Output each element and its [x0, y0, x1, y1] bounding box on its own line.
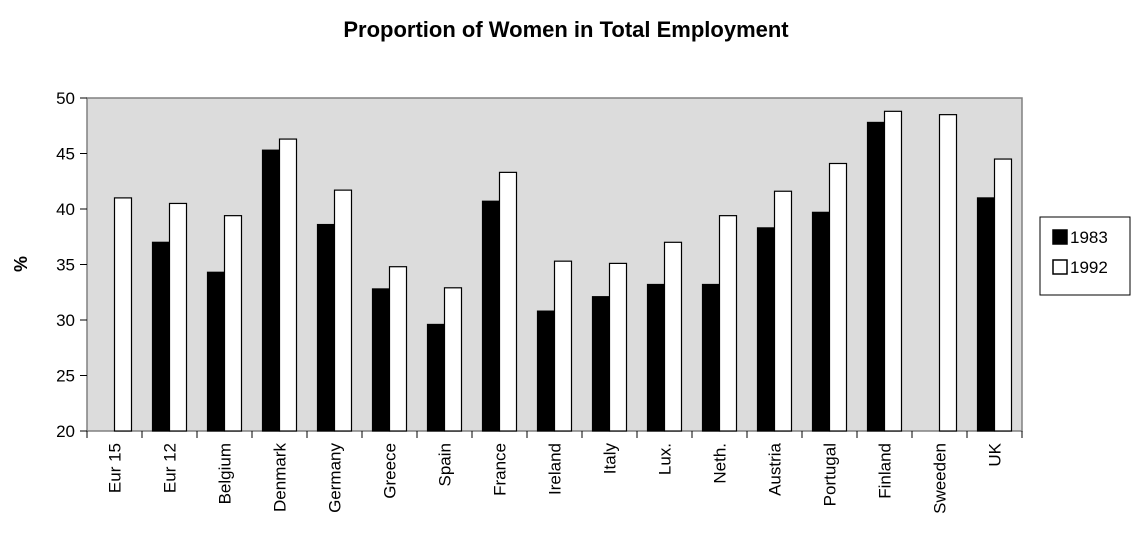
- bar-1983-austria: [756, 227, 776, 432]
- y-tick-label: 20: [56, 422, 75, 441]
- category-label: France: [491, 443, 510, 496]
- category-label: Spain: [436, 443, 455, 486]
- y-tick-label: 25: [56, 367, 75, 386]
- category-label: Neth.: [711, 443, 730, 484]
- legend-swatch-1983: [1052, 229, 1068, 245]
- bar-1992-lux: [663, 241, 683, 432]
- bar-1983-france: [481, 200, 501, 432]
- bar-1992-denmark: [278, 138, 298, 432]
- category-label: Greece: [381, 443, 400, 499]
- bar-1992-france: [498, 171, 518, 432]
- category-label: Eur 15: [106, 443, 125, 493]
- category-label: Sweeden: [931, 443, 950, 514]
- bar-1983-belgium: [206, 271, 226, 432]
- bar-1983-lux: [646, 283, 666, 432]
- y-axis: 20 25 30 35 40 45 50: [56, 89, 87, 441]
- bar-1983-italy: [591, 296, 611, 432]
- bar-1983-eur-12: [151, 241, 171, 432]
- bar-1992-italy: [608, 262, 628, 432]
- bar-1992-sweeden: [938, 114, 958, 432]
- legend-label-1992: 1992: [1070, 258, 1108, 277]
- legend-label-1983: 1983: [1070, 228, 1108, 247]
- bar-1983-portugal: [811, 211, 831, 432]
- category-label: UK: [986, 442, 1005, 466]
- chart-title: Proportion of Women in Total Employment: [343, 17, 789, 42]
- bar-1992-germany: [333, 189, 353, 432]
- category-label: Austria: [766, 442, 785, 495]
- bar-1983-greece: [371, 288, 391, 432]
- bar-1992-finland: [883, 110, 903, 432]
- bar-1992-austria: [773, 190, 793, 432]
- bar-1983-ireland: [536, 310, 556, 432]
- category-labels: Eur 15 Eur 12 Belgium Denmark Germany Greece S…: [106, 442, 1005, 514]
- bar-1992-neth: [718, 215, 738, 432]
- x-axis: [86, 431, 1023, 438]
- legend-swatch-1992: [1052, 259, 1068, 275]
- bar-1992-ireland: [553, 260, 573, 432]
- bar-1992-portugal: [828, 162, 848, 432]
- bar-1992-greece: [388, 266, 408, 432]
- bars: [113, 110, 1013, 432]
- bar-1983-uk: [976, 197, 996, 432]
- category-label: Eur 12: [161, 443, 180, 493]
- y-tick-label: 30: [56, 311, 75, 330]
- bar-1992-spain: [443, 287, 463, 432]
- y-tick-label: 40: [56, 200, 75, 219]
- bar-1983-germany: [316, 223, 336, 432]
- category-label: Ireland: [546, 443, 565, 495]
- bar-1992-belgium: [223, 215, 243, 432]
- category-label: Belgium: [216, 443, 235, 504]
- category-label: Italy: [601, 443, 620, 475]
- category-label: Portugal: [821, 443, 840, 506]
- bar-1992-eur-12: [168, 202, 188, 432]
- bar-1983-neth: [701, 283, 721, 432]
- category-label: Germany: [326, 443, 345, 513]
- category-label: Denmark: [271, 443, 290, 512]
- y-tick-label: 50: [56, 89, 75, 108]
- category-label: Finland: [876, 443, 895, 499]
- y-tick-label: 45: [56, 145, 75, 164]
- bar-1983-denmark: [261, 149, 281, 432]
- bar-1983-spain: [426, 323, 446, 432]
- y-tick-label: 35: [56, 256, 75, 275]
- y-axis-label: %: [11, 256, 31, 272]
- category-label: Lux.: [656, 443, 675, 475]
- bar-1992-eur-15: [113, 197, 133, 432]
- legend: 1983 1992: [1039, 216, 1131, 296]
- bar-1992-uk: [993, 158, 1013, 432]
- bar-1983-finland: [866, 121, 886, 432]
